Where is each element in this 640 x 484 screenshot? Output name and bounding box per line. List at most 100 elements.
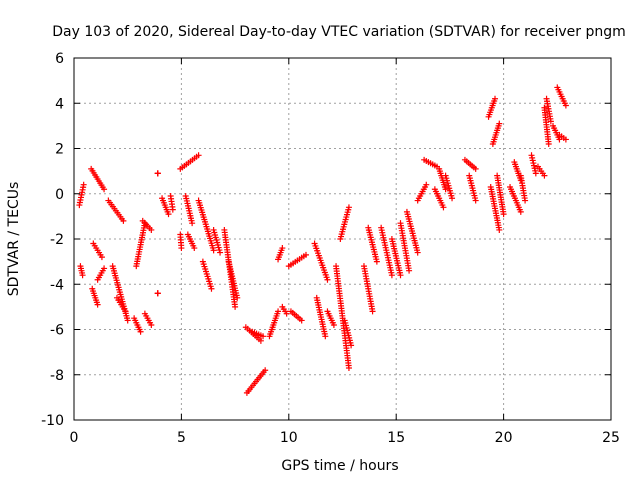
data-point: [210, 247, 217, 254]
data-segment: [414, 181, 430, 204]
data-segment: [517, 172, 529, 204]
data-point: [562, 136, 569, 143]
data-segment: [89, 285, 101, 308]
data-point: [414, 249, 421, 256]
data-segment: [275, 245, 286, 263]
y-tick-label: 2: [55, 142, 64, 158]
data-segment: [442, 172, 456, 202]
y-tick-label: -4: [50, 277, 64, 293]
data-point: [80, 181, 87, 188]
grid: [74, 58, 611, 420]
x-tick-label: 25: [602, 430, 620, 446]
data-segment: [109, 263, 131, 324]
data-point: [94, 301, 101, 308]
data-point: [122, 308, 129, 315]
y-axis-label: SDTVAR / TECUs: [6, 182, 22, 297]
data-point: [388, 272, 395, 279]
data-point: [275, 308, 282, 315]
data-segment: [141, 310, 155, 328]
data-segment: [279, 303, 290, 317]
data-point: [373, 258, 380, 265]
data-segment: [341, 317, 355, 349]
data-point: [154, 170, 161, 177]
data-segment: [489, 120, 503, 147]
data-point: [449, 195, 456, 202]
data-point: [148, 321, 155, 328]
data-segment: [177, 231, 185, 252]
data-point: [137, 328, 144, 335]
data-point: [302, 251, 309, 258]
data-segment: [167, 193, 176, 213]
y-tick-label: 6: [55, 51, 64, 67]
data-point: [492, 95, 499, 102]
data-segment: [76, 181, 87, 209]
data-point: [442, 186, 449, 193]
data-point: [496, 226, 503, 233]
data-point: [522, 197, 529, 204]
data-points: [76, 84, 569, 396]
data-point: [260, 333, 267, 340]
data-segment: [113, 294, 129, 315]
data-segment: [436, 165, 449, 193]
data-point: [541, 172, 548, 179]
x-tick-label: 5: [177, 430, 186, 446]
data-point: [189, 220, 196, 227]
data-point: [262, 367, 269, 374]
data-segment: [487, 183, 503, 233]
data-point: [345, 364, 352, 371]
data-segment: [485, 95, 499, 120]
data-segment: [77, 263, 86, 279]
data-point: [217, 249, 224, 256]
y-tick-label: -2: [50, 232, 64, 248]
chart-title: Day 103 of 2020, Sidereal Day-to-day VTE…: [52, 24, 626, 40]
data-segment: [131, 315, 144, 335]
data-point: [322, 333, 329, 340]
data-segment: [431, 186, 447, 211]
data-point: [178, 245, 185, 252]
x-tick-label: 20: [495, 430, 513, 446]
data-segment: [534, 163, 548, 179]
data-point: [148, 226, 155, 233]
data-point: [440, 204, 447, 211]
data-point: [348, 342, 355, 349]
data-point: [330, 321, 337, 328]
data-point: [532, 170, 539, 177]
data-segment: [139, 217, 155, 233]
data-point: [472, 197, 479, 204]
y-tick-labels: -10 -8 -6 -4 -2 0 2 4 6: [41, 51, 64, 429]
data-segment: [494, 172, 507, 218]
data-segment: [461, 156, 479, 172]
x-axis-label: GPS time / hours: [281, 458, 398, 474]
data-point: [79, 272, 86, 279]
data-point: [562, 102, 569, 109]
data-segment: [154, 170, 161, 177]
data-point: [496, 120, 503, 127]
data-point: [547, 118, 554, 125]
data-point: [345, 204, 352, 211]
data-point: [298, 317, 305, 324]
data-segment: [285, 251, 309, 270]
data-point: [423, 181, 430, 188]
data-point: [234, 294, 241, 301]
data-point: [169, 206, 176, 213]
data-segment: [105, 197, 127, 224]
data-segment: [554, 84, 569, 109]
data-segment: [90, 240, 105, 261]
data-segment: [243, 367, 269, 396]
data-segment: [195, 197, 217, 254]
tick-marks: [73, 57, 612, 421]
y-tick-label: 0: [55, 187, 64, 203]
data-point: [101, 265, 108, 272]
x-tick-labels: 0 5 10 15 20 25: [70, 430, 620, 446]
x-tick-label: 15: [387, 430, 405, 446]
data-point: [257, 337, 264, 344]
data-segment: [543, 95, 554, 125]
data-point: [397, 272, 404, 279]
data-segment: [159, 195, 172, 218]
data-segment: [182, 193, 196, 227]
data-point: [283, 310, 290, 317]
data-segment: [507, 183, 524, 215]
data-segment: [94, 265, 108, 283]
